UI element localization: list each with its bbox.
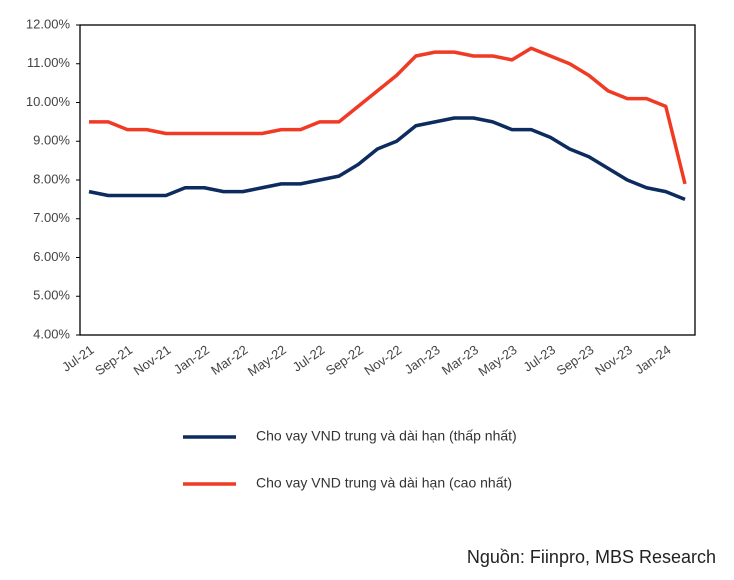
x-tick-label: Nov-23 xyxy=(592,342,635,378)
x-tick-label: Jan-22 xyxy=(171,342,212,377)
source: Nguồn: Fiinpro, MBS Research xyxy=(467,547,716,567)
y-tick-label: 7.00% xyxy=(33,210,70,225)
x-tick-label: May-22 xyxy=(245,342,289,379)
x-tick-label: Mar-22 xyxy=(208,342,250,378)
y-tick-label: 9.00% xyxy=(33,133,70,148)
x-tick-label: Mar-23 xyxy=(439,342,481,378)
y-tick-label: 8.00% xyxy=(33,171,70,186)
y-tick-label: 10.00% xyxy=(26,94,71,109)
x-tick-label: May-23 xyxy=(476,342,520,379)
y-tick-label: 12.00% xyxy=(26,16,71,31)
y-tick-label: 4.00% xyxy=(33,326,70,341)
y-tick-label: 5.00% xyxy=(33,288,70,303)
legend-label: Cho vay VND trung và dài hạn (cao nhất) xyxy=(256,475,512,491)
legend-label: Cho vay VND trung và dài hạn (thấp nhất) xyxy=(256,428,517,444)
x-tick-label: Nov-21 xyxy=(131,342,174,378)
plot-frame xyxy=(79,24,696,336)
line-series xyxy=(89,46,687,185)
x-tick-label: Jan-23 xyxy=(402,342,443,377)
y-tick-label: 11.00% xyxy=(27,55,71,70)
x-tick-label: Sep-22 xyxy=(323,342,366,378)
x-tick-label: Jan-24 xyxy=(632,342,673,377)
x-tick-label: Jul-21 xyxy=(59,342,97,375)
x-tick-label: Sep-21 xyxy=(92,342,135,378)
x-tick-label: Sep-23 xyxy=(554,342,597,378)
line-series xyxy=(88,116,686,201)
x-tick-label: Jul-22 xyxy=(290,342,328,375)
x-tick-label: Jul-23 xyxy=(520,342,558,375)
y-tick-label: 6.00% xyxy=(33,249,70,264)
x-tick-label: Nov-22 xyxy=(361,342,404,378)
